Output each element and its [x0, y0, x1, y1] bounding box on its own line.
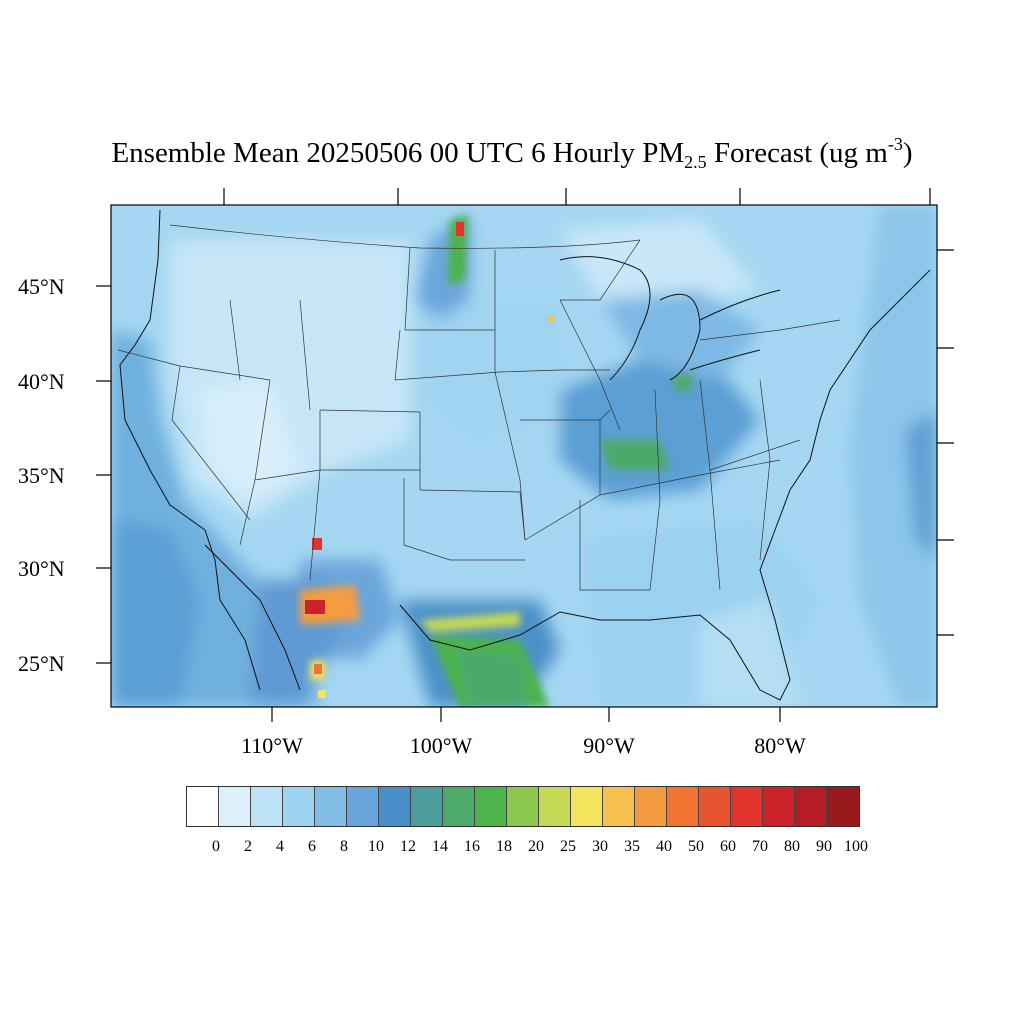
color-legend-swatch — [699, 787, 731, 826]
color-legend-label: 18 — [496, 838, 512, 855]
color-legend-label: 35 — [624, 838, 640, 855]
color-legend-label: 16 — [464, 838, 480, 855]
map-frame — [110, 204, 938, 708]
color-legend-label: 4 — [276, 838, 284, 855]
lat-label-45: 45°N — [18, 274, 65, 299]
lon-label-100w: 100°W — [409, 733, 473, 758]
color-legend-swatch — [347, 787, 379, 826]
tick-marks — [96, 188, 954, 722]
lat-label-25: 25°N — [18, 651, 65, 676]
concentration-field — [111, 205, 937, 707]
color-legend-label: 40 — [656, 838, 672, 855]
color-legend-label: 2 — [244, 838, 252, 855]
color-legend-swatch — [219, 787, 251, 826]
color-legend-label: 8 — [340, 838, 348, 855]
color-legend-label: 50 — [688, 838, 704, 855]
color-legend-label: 14 — [432, 838, 448, 855]
color-legend-swatch — [283, 787, 315, 826]
color-legend-swatch — [731, 787, 763, 826]
color-legend-swatch — [315, 787, 347, 826]
boundary-lines — [117, 224, 841, 591]
color-legend-label: 6 — [308, 838, 316, 855]
color-legend — [186, 786, 860, 827]
lon-label-80w: 80°W — [754, 733, 806, 758]
color-legend-swatch — [827, 787, 859, 826]
lat-label-40: 40°N — [18, 369, 65, 394]
color-legend-swatch — [443, 787, 475, 826]
lat-label-30: 30°N — [18, 556, 65, 581]
color-legend-label: 30 — [592, 838, 608, 855]
color-legend-label: 60 — [720, 838, 736, 855]
color-legend-label: 80 — [784, 838, 800, 855]
color-legend-label: 100 — [844, 838, 868, 855]
color-legend-label: 25 — [560, 838, 576, 855]
color-legend-swatch — [667, 787, 699, 826]
color-legend-swatch — [411, 787, 443, 826]
color-legend-swatch — [251, 787, 283, 826]
color-legend-label: 20 — [528, 838, 544, 855]
color-legend-swatch — [379, 787, 411, 826]
color-legend-swatch — [763, 787, 795, 826]
color-legend-label: 70 — [752, 838, 768, 855]
color-legend-swatch — [635, 787, 667, 826]
color-legend-swatch — [603, 787, 635, 826]
coastlines — [119, 209, 931, 701]
color-legend-swatch — [475, 787, 507, 826]
color-legend-swatch — [571, 787, 603, 826]
map-title: Ensemble Mean 20250506 00 UTC 6 Hourly P… — [111, 134, 913, 172]
color-legend-label: 90 — [816, 838, 832, 855]
lon-label-90w: 90°W — [583, 733, 635, 758]
color-legend-swatch — [187, 787, 219, 826]
color-legend-swatch — [539, 787, 571, 826]
color-legend-label: 10 — [368, 838, 384, 855]
lon-label-110w: 110°W — [241, 733, 303, 758]
color-legend-label: 0 — [212, 838, 220, 855]
color-legend-swatch — [795, 787, 827, 826]
color-legend-label: 12 — [400, 838, 416, 855]
color-legend-swatch — [507, 787, 539, 826]
hotspot-markers — [305, 222, 554, 698]
lat-label-35: 35°N — [18, 463, 65, 488]
